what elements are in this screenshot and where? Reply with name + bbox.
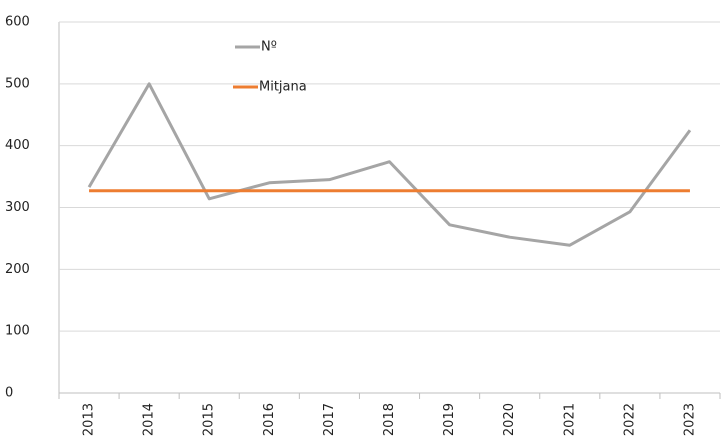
- legend-label: Nº: [261, 40, 277, 55]
- y-tick-label: 500: [5, 76, 30, 91]
- y-tick-label: 300: [5, 200, 30, 215]
- x-tick-label: 2019: [442, 403, 457, 436]
- x-tick-label: 2016: [262, 403, 277, 436]
- x-tick-label: 2020: [502, 403, 517, 436]
- x-tick-label: 2013: [82, 403, 97, 436]
- y-tick-label: 200: [5, 262, 30, 277]
- x-tick-label: 2023: [682, 403, 697, 436]
- x-tick-label: 2014: [142, 403, 157, 436]
- y-tick-label: 100: [5, 324, 30, 339]
- x-tick-label: 2021: [562, 403, 577, 436]
- y-tick-label: 400: [5, 138, 30, 153]
- x-tick-label: 2017: [322, 403, 337, 436]
- x-tick-label: 2022: [622, 403, 637, 436]
- x-tick-label: 2015: [202, 403, 217, 436]
- y-tick-label: 0: [5, 386, 13, 401]
- legend-label: Mitjana: [259, 80, 307, 95]
- x-tick-label: 2018: [382, 403, 397, 436]
- series-line: [87, 82, 692, 247]
- y-tick-label: 600: [5, 15, 30, 30]
